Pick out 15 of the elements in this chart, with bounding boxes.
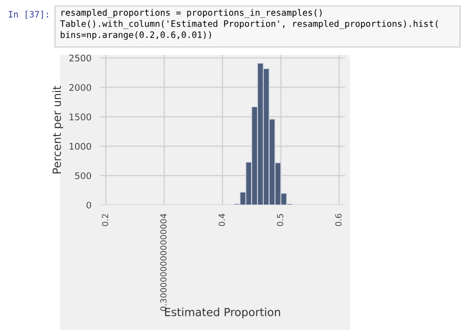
text: resampled_proportions = proportions_in_resamples() Table().with_column('Estimated Proportion', resampled_proportions).hist( bins=np.arange(0.2,0.6,0.01)) (60, 9, 438, 40)
y-tick-label: 1500 (70, 113, 92, 120)
x-tick-label: 0.4 (218, 214, 225, 226)
y-tick-label: 500 (75, 172, 92, 180)
y-tick-label: 2000 (69, 84, 92, 91)
x-tick-label: 0.5 (276, 214, 284, 226)
x-tick-label: 0.2 (102, 214, 108, 226)
y-tick-label: 1000 (70, 142, 92, 150)
x-tick-label: 0.6 (335, 214, 342, 226)
y-tick-label: 0 (86, 202, 92, 209)
text: In [37]: (8, 10, 48, 19)
y-axis-title: Percent per unit (52, 86, 64, 174)
x-axis-title: Estimated Proportion (165, 308, 280, 318)
x-tick-label: 0.30000000000000004 (160, 214, 167, 311)
y-tick-label: 2500 (69, 54, 92, 62)
